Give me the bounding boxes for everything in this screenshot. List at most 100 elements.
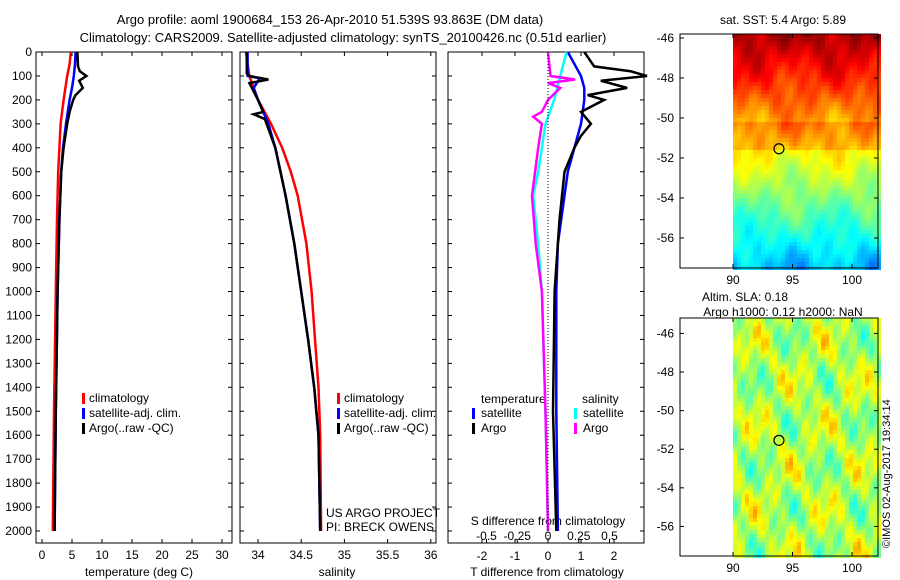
map-cell: [857, 130, 861, 134]
map-cell: [821, 94, 825, 98]
map-cell: [793, 382, 797, 386]
map-cell: [813, 490, 817, 494]
map-cell: [765, 142, 769, 146]
map-cell: [857, 414, 861, 418]
map-cell: [761, 318, 765, 322]
map-cell: [869, 110, 873, 114]
map-cell: [757, 462, 761, 466]
map-cell: [825, 110, 829, 114]
map-cell: [781, 378, 785, 382]
map-cell: [821, 394, 825, 398]
map-cell: [809, 114, 813, 118]
map-cell: [757, 378, 761, 382]
map-cell: [825, 82, 829, 86]
map-cell: [733, 486, 737, 490]
map-cell: [797, 422, 801, 426]
map-cell: [733, 342, 737, 346]
map-cell: [861, 222, 865, 226]
map-cell: [777, 530, 781, 534]
map-cell: [765, 382, 769, 386]
map-cell: [829, 446, 833, 450]
map-cell: [833, 550, 837, 554]
map-cell: [757, 526, 761, 530]
map-cell: [773, 450, 777, 454]
map-cell: [745, 38, 749, 42]
map-cell: [829, 458, 833, 462]
map-cell: [829, 198, 833, 202]
map-cell: [737, 514, 741, 518]
map-cell: [849, 390, 853, 394]
map-cell: [841, 510, 845, 514]
map-cell: [849, 498, 853, 502]
map-cell: [761, 66, 765, 70]
map-cell: [801, 214, 805, 218]
map-cell: [765, 202, 769, 206]
map-cell: [733, 370, 737, 374]
map-cell: [757, 118, 761, 122]
map-cell: [809, 118, 813, 122]
map-cell: [773, 522, 777, 526]
map-cell: [801, 318, 805, 322]
map-cell: [781, 138, 785, 142]
map-cell: [845, 354, 849, 358]
map-cell: [877, 130, 881, 134]
map-cell: [849, 54, 853, 58]
map-cell: [805, 46, 809, 50]
map-cell: [801, 514, 805, 518]
map-cell: [789, 226, 793, 230]
x-tick-label: 1: [578, 549, 585, 563]
map-cell: [753, 338, 757, 342]
map-cell: [801, 346, 805, 350]
map-cell: [853, 470, 857, 474]
map-cell: [761, 250, 765, 254]
map-cell: [813, 258, 817, 262]
map-cell: [765, 454, 769, 458]
map-cell: [877, 438, 881, 442]
map-cell: [861, 102, 865, 106]
map-cell: [873, 58, 877, 62]
map-cell: [733, 450, 737, 454]
map-cell: [789, 430, 793, 434]
map-cell: [797, 222, 801, 226]
map-cell: [789, 54, 793, 58]
map-cell: [877, 318, 881, 322]
map-cell: [789, 102, 793, 106]
map-cell: [761, 118, 765, 122]
map-cell: [737, 94, 741, 98]
map-cell: [737, 174, 741, 178]
map-cell: [801, 458, 805, 462]
map-cell: [745, 486, 749, 490]
map-cell: [749, 154, 753, 158]
map-cell: [841, 82, 845, 86]
map-cell: [769, 58, 773, 62]
map-cell: [761, 162, 765, 166]
map-cell: [733, 230, 737, 234]
map-cell: [741, 518, 745, 522]
map-cell: [805, 134, 809, 138]
map-cell: [757, 466, 761, 470]
map-cell: [805, 454, 809, 458]
map-y-tick-label: -46: [657, 326, 675, 340]
map-cell: [817, 254, 821, 258]
map-cell: [877, 58, 881, 62]
map-cell: [797, 250, 801, 254]
map-cell: [741, 170, 745, 174]
map-cell: [749, 334, 753, 338]
map-cell: [877, 250, 881, 254]
map-cell: [825, 362, 829, 366]
map-cell: [853, 34, 857, 38]
map-cell: [865, 546, 869, 550]
map-cell: [841, 526, 845, 530]
map-cell: [789, 154, 793, 158]
map-cell: [793, 538, 797, 542]
map-cell: [749, 70, 753, 74]
map-cell: [781, 118, 785, 122]
map-cell: [849, 178, 853, 182]
map-cell: [837, 114, 841, 118]
map-cell: [797, 198, 801, 202]
map-cell: [821, 530, 825, 534]
map-cell: [873, 514, 877, 518]
map-cell: [833, 146, 837, 150]
map-cell: [817, 382, 821, 386]
map-cell: [757, 482, 761, 486]
